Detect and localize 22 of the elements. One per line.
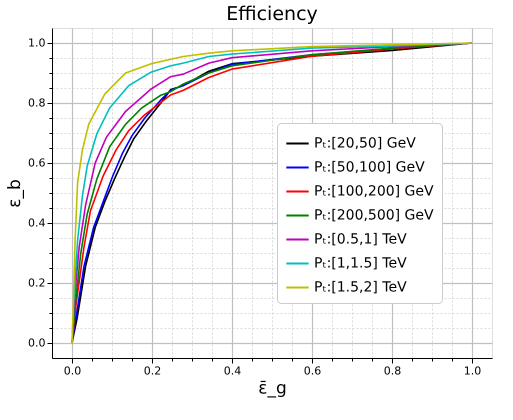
x-tick-label: 0.6: [304, 364, 322, 378]
x-axis-title: ε̄_g: [258, 378, 287, 398]
x-tick-label: 0.8: [384, 364, 402, 378]
y-tick-label: 0.2: [28, 276, 46, 290]
y-tick-label: 0.0: [28, 336, 46, 350]
y-axis-title: ε_b: [5, 179, 26, 208]
x-tick-label: 0.0: [64, 364, 82, 378]
y-tick-label: 1.0: [28, 36, 46, 50]
y-tick-label: 0.4: [28, 216, 46, 230]
x-tick-label: 1.0: [464, 364, 482, 378]
legend-label: Pₜ:[20,50] GeV: [314, 136, 416, 152]
legend-label: Pₜ:[100,200] GeV: [314, 184, 434, 200]
x-tick-label: 0.4: [224, 364, 242, 378]
y-tick-label: 0.6: [28, 156, 46, 170]
legend-label: Pₜ:[1.5,2] TeV: [314, 280, 408, 296]
x-tick-label: 0.2: [144, 364, 162, 378]
legend-label: Pₜ:[0.5,1] TeV: [314, 232, 408, 248]
chart-title: Efficiency: [226, 3, 318, 25]
legend-label: Pₜ:[200,500] GeV: [314, 208, 434, 224]
y-tick-label: 0.8: [28, 96, 46, 110]
legend-label: Pₜ:[1,1.5] TeV: [314, 256, 408, 272]
legend-label: Pₜ:[50,100] GeV: [314, 160, 426, 176]
